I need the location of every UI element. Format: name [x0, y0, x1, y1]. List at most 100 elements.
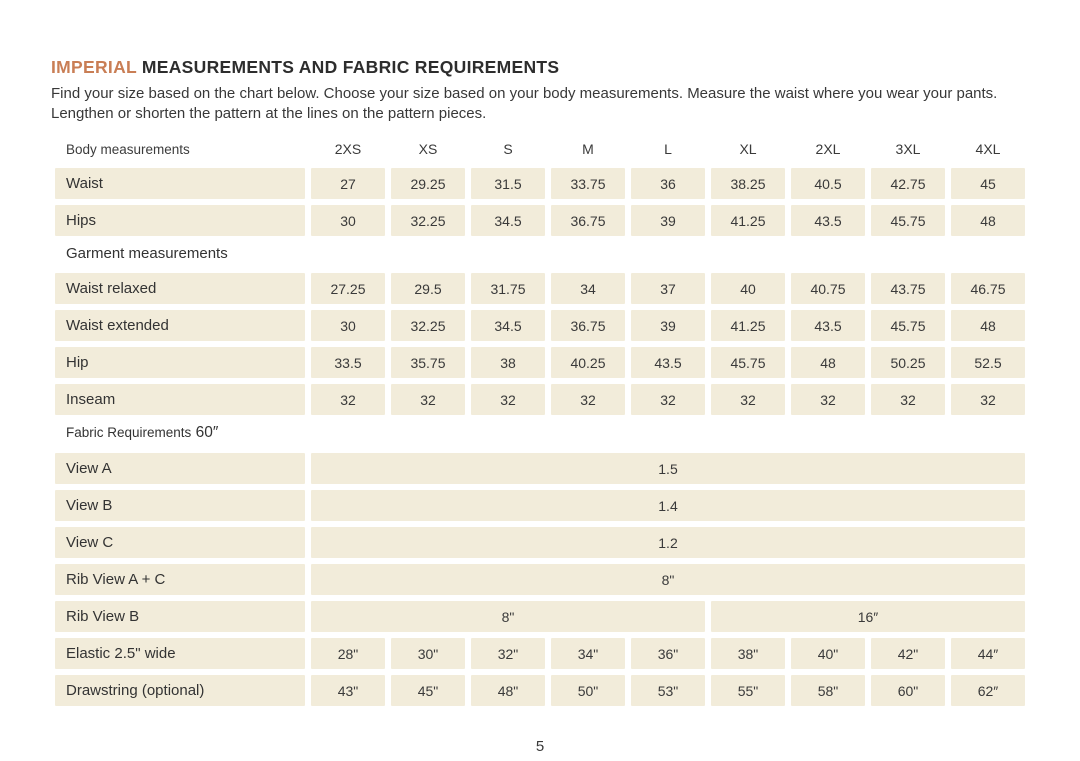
- table-cell: 36: [631, 168, 705, 199]
- table-cell: 35.75: [391, 347, 465, 378]
- section-label-body: Body measurements: [66, 141, 190, 157]
- table-cell: 48": [471, 675, 545, 706]
- row-label: Elastic 2.5" wide: [55, 638, 305, 669]
- table-cell: 60": [871, 675, 945, 706]
- table-cell: 48: [951, 310, 1025, 341]
- table-cell: 33.75: [551, 168, 625, 199]
- row-label: Waist extended: [55, 310, 305, 341]
- table-cell: 50": [551, 675, 625, 706]
- row-label: Hip: [55, 347, 305, 378]
- table-row: Rib View B 8" 16″: [55, 601, 1025, 632]
- table-cell: 45.75: [711, 347, 785, 378]
- table-cell: 32: [871, 384, 945, 415]
- table-section-body: Body measurements 2XS XS S M L XL 2XL 3XL 4XL Wais…: [55, 138, 1025, 236]
- table-cell: 45": [391, 675, 465, 706]
- table-cell: 43.5: [791, 310, 865, 341]
- size-header: XS: [418, 141, 438, 157]
- table-cell: 41.25: [711, 205, 785, 236]
- size-header: 2XL: [815, 141, 841, 157]
- table-cell: 30: [311, 310, 385, 341]
- table-row: Waist extended 30 32.25 34.5 36.75 39 41.25 43.…: [55, 310, 1025, 341]
- table-cell: 36": [631, 638, 705, 669]
- table-cell: 43.5: [791, 205, 865, 236]
- table-row: Hips 30 32.25 34.5 36.75 39 41.25 43.5 45.75 48: [55, 205, 1025, 236]
- table-cell: 40": [791, 638, 865, 669]
- table-cell: 48: [791, 347, 865, 378]
- table-row: View A 1.5: [55, 453, 1025, 484]
- table-row: Waist 27 29.25 31.5 33.75 36 38.25 40.5 42.75 45: [55, 168, 1025, 199]
- row-label: View B: [55, 490, 305, 521]
- table-row: View B 1.4: [55, 490, 1025, 521]
- table-cell: 45: [951, 168, 1025, 199]
- size-header-row: Body measurements 2XS XS S M L XL 2XL 3XL 4XL: [55, 138, 1025, 160]
- table-cell: 32.25: [391, 310, 465, 341]
- table-cell: 50.25: [871, 347, 945, 378]
- size-header: M: [582, 141, 594, 157]
- table-cell: 32: [951, 384, 1025, 415]
- table-row: Rib View A + C 8": [55, 564, 1025, 595]
- page-content: IMPERIAL MEASUREMENTS AND FABRIC REQUIRE…: [51, 57, 1025, 706]
- page-number: 5: [535, 738, 545, 755]
- row-label: Waist relaxed: [55, 273, 305, 304]
- table-cell: 37: [631, 273, 705, 304]
- table-cell: 32: [311, 384, 385, 415]
- table-cell: 43.5: [631, 347, 705, 378]
- size-header: L: [664, 141, 672, 157]
- table-cell: 62″: [951, 675, 1025, 706]
- table-cell: 32: [791, 384, 865, 415]
- table-cell: 39: [631, 310, 705, 341]
- table-cell-merged: 16″: [711, 601, 1025, 632]
- table-cell: 32: [471, 384, 545, 415]
- row-label: Hips: [55, 205, 305, 236]
- table-row: View C 1.2: [55, 527, 1025, 558]
- table-cell: 27: [311, 168, 385, 199]
- table-cell: 40.5: [791, 168, 865, 199]
- table-cell: 45.75: [871, 205, 945, 236]
- table-row: Waist relaxed 27.25 29.5 31.75 34 37 40 40.75 43…: [55, 273, 1025, 304]
- table-cell: 29.25: [391, 168, 465, 199]
- table-cell: 46.75: [951, 273, 1025, 304]
- table-cell: 36.75: [551, 310, 625, 341]
- size-header: 3XL: [895, 141, 921, 157]
- section-label-text: Garment measurements: [66, 245, 228, 262]
- table-cell: 44″: [951, 638, 1025, 669]
- title-accent: IMPERIAL: [51, 57, 137, 77]
- table-cell: 39: [631, 205, 705, 236]
- table-cell: 34": [551, 638, 625, 669]
- size-header: 2XS: [334, 141, 362, 157]
- table-cell: 42": [871, 638, 945, 669]
- table-cell: 32: [391, 384, 465, 415]
- table-cell: 40: [711, 273, 785, 304]
- size-header: XL: [739, 141, 757, 157]
- table-cell: 55": [711, 675, 785, 706]
- table-cell-merged: 1.4: [311, 490, 1025, 521]
- row-label: Drawstring (optional): [55, 675, 305, 706]
- row-label: Waist: [55, 168, 305, 199]
- table-cell: 43": [311, 675, 385, 706]
- table-cell: 32: [551, 384, 625, 415]
- table-row: Elastic 2.5" wide 28" 30" 32" 34" 36" 38" 40" 42…: [55, 638, 1025, 669]
- table-cell: 33.5: [311, 347, 385, 378]
- table-cell: 30: [311, 205, 385, 236]
- table-cell: 38": [711, 638, 785, 669]
- section-label-text: Fabric Requirements: [66, 425, 192, 440]
- table-cell: 29.5: [391, 273, 465, 304]
- table-cell: 34.5: [471, 205, 545, 236]
- table-cell-merged: 1.5: [311, 453, 1025, 484]
- table-cell: 32: [631, 384, 705, 415]
- table-cell: 58": [791, 675, 865, 706]
- table-cell: 40.75: [791, 273, 865, 304]
- table-cell: 31.75: [471, 273, 545, 304]
- table-section-fabric: Fabric Requirements 60″ View A 1.5 View B 1.…: [55, 424, 1025, 706]
- table-cell: 43.75: [871, 273, 945, 304]
- table-row: Inseam 32 32 32 32 32 32 32 32 32: [55, 384, 1025, 415]
- table-cell: 27.25: [311, 273, 385, 304]
- table-cell: 32": [471, 638, 545, 669]
- table-cell: 32.25: [391, 205, 465, 236]
- table-cell-merged: 8": [311, 564, 1025, 595]
- section-label-garment: Garment measurements: [66, 245, 1025, 262]
- table-cell: 53": [631, 675, 705, 706]
- section-label-fabric: Fabric Requirements 60″: [66, 424, 1025, 442]
- size-header: S: [503, 141, 513, 157]
- table-cell: 34.5: [471, 310, 545, 341]
